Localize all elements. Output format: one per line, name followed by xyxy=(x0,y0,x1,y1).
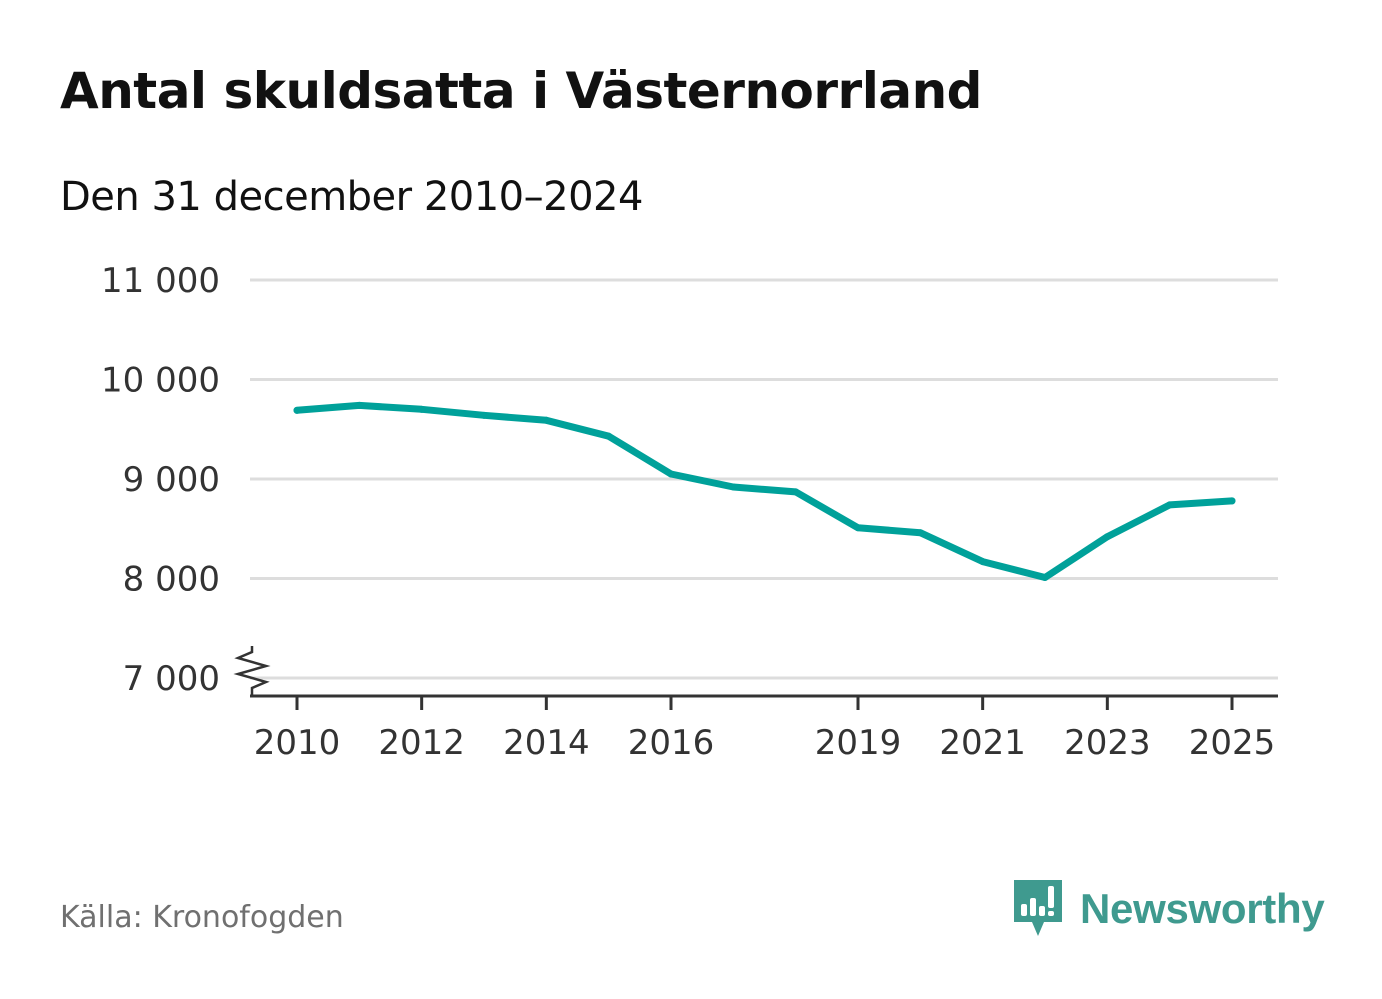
data-point-2013 xyxy=(480,411,488,419)
x-tick-label: 2010 xyxy=(254,723,341,763)
data-point-2012 xyxy=(418,405,426,413)
data-point-2011 xyxy=(355,401,363,409)
data-point-2023 xyxy=(1103,533,1111,541)
chart-title: Antal skuldsatta i Västernorrland xyxy=(60,62,982,120)
axis-break xyxy=(233,646,271,696)
data-point-2015 xyxy=(605,432,613,440)
y-tick-label: 10 000 xyxy=(101,361,220,401)
x-axis-labels: 2010 2012 2014 2016 2019 2021 2023 2025 xyxy=(254,723,1276,763)
y-axis-labels: 7 000 8 000 9 000 10 000 11 000 xyxy=(101,261,220,699)
y-tick-label: 8 000 xyxy=(123,560,220,600)
y-tick-label: 11 000 xyxy=(101,261,220,301)
newsworthy-logo-icon xyxy=(1014,880,1062,936)
data-point-2019 xyxy=(854,524,862,532)
x-tick-label: 2019 xyxy=(815,723,902,763)
chart-subtitle: Den 31 december 2010–2024 xyxy=(60,174,643,220)
data-point-2020 xyxy=(916,529,924,537)
data-point-2010 xyxy=(293,406,301,414)
y-tick-label: 9 000 xyxy=(123,460,220,500)
x-axis xyxy=(250,694,1278,710)
data-point-2018 xyxy=(792,488,800,496)
brand-logo: Newsworthy xyxy=(1010,878,1325,940)
x-tick-label: 2025 xyxy=(1189,723,1276,763)
y-tick-label: 7 000 xyxy=(123,659,220,699)
data-point-2017 xyxy=(729,483,737,491)
data-point-2024 xyxy=(1166,501,1174,509)
data-point-2025 xyxy=(1228,497,1236,505)
x-tick-label: 2016 xyxy=(628,723,715,763)
data-point-2022 xyxy=(1041,574,1049,582)
series-line-0 xyxy=(293,401,1236,581)
x-tick-label: 2021 xyxy=(939,723,1026,763)
source-note: Källa: Kronofogden xyxy=(60,900,344,935)
x-tick-label: 2012 xyxy=(378,723,465,763)
data-point-2021 xyxy=(979,558,987,566)
x-tick-label: 2023 xyxy=(1064,723,1151,763)
data-point-2016 xyxy=(667,470,675,478)
x-tick-label: 2014 xyxy=(503,723,590,763)
data-point-2014 xyxy=(542,416,550,424)
brand-name: Newsworthy xyxy=(1080,885,1325,932)
series xyxy=(293,401,1236,582)
gridlines xyxy=(233,278,1278,696)
